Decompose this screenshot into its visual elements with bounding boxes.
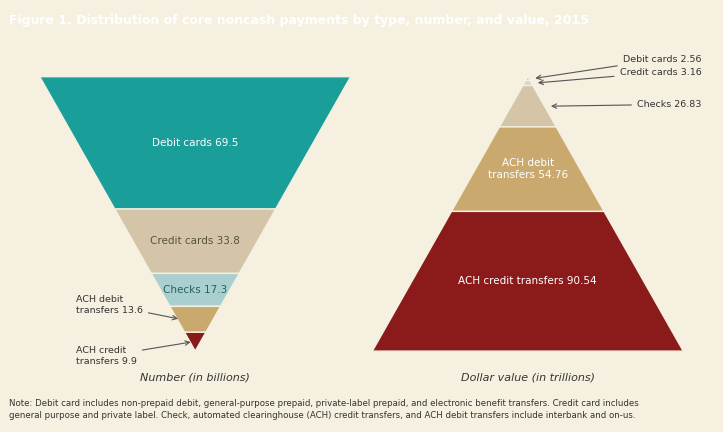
- Text: Figure 1. Distribution of core noncash payments by type, number, and value, 2015: Figure 1. Distribution of core noncash p…: [9, 14, 589, 27]
- Text: Credit cards 33.8: Credit cards 33.8: [150, 236, 240, 246]
- Text: ACH debit
transfers 54.76: ACH debit transfers 54.76: [488, 159, 568, 180]
- Polygon shape: [526, 76, 530, 81]
- Polygon shape: [170, 306, 221, 332]
- Polygon shape: [451, 127, 604, 211]
- Text: Credit cards 3.16: Credit cards 3.16: [539, 68, 701, 85]
- Polygon shape: [500, 86, 556, 127]
- Polygon shape: [372, 211, 683, 351]
- Text: Checks 17.3: Checks 17.3: [163, 285, 227, 295]
- Polygon shape: [184, 332, 206, 351]
- Polygon shape: [523, 81, 533, 86]
- Polygon shape: [40, 76, 351, 209]
- Polygon shape: [151, 273, 239, 306]
- Text: Dollar value (in trillions): Dollar value (in trillions): [461, 372, 595, 382]
- Text: Debit cards 69.5: Debit cards 69.5: [152, 138, 239, 148]
- Polygon shape: [115, 209, 275, 273]
- Text: Number (in billions): Number (in billions): [140, 372, 250, 382]
- Text: ACH credit
transfers 9.9: ACH credit transfers 9.9: [76, 341, 189, 365]
- Text: ACH debit
transfers 13.6: ACH debit transfers 13.6: [76, 295, 177, 320]
- Text: Checks 26.83: Checks 26.83: [552, 100, 701, 109]
- Text: ACH credit transfers 90.54: ACH credit transfers 90.54: [458, 276, 597, 286]
- Text: Debit cards 2.56: Debit cards 2.56: [536, 54, 701, 79]
- Text: Note: Debit card includes non-prepaid debit, general-purpose prepaid, private-la: Note: Debit card includes non-prepaid de…: [9, 399, 638, 420]
